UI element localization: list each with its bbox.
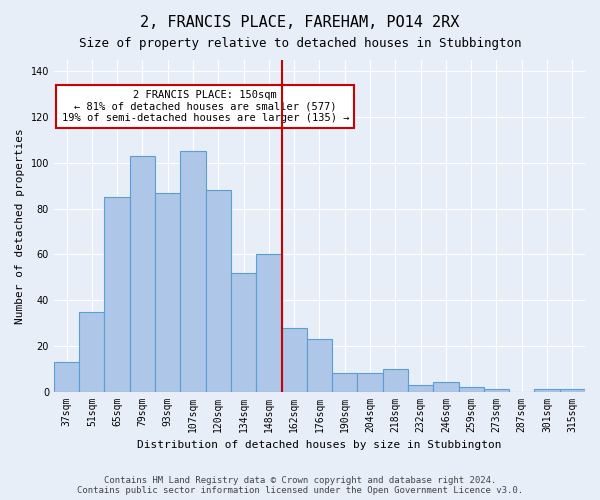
Bar xyxy=(484,390,509,392)
Bar xyxy=(104,197,130,392)
Bar xyxy=(458,387,484,392)
Bar xyxy=(155,192,181,392)
Y-axis label: Number of detached properties: Number of detached properties xyxy=(15,128,25,324)
Bar xyxy=(181,152,206,392)
Bar xyxy=(206,190,231,392)
Text: Size of property relative to detached houses in Stubbington: Size of property relative to detached ho… xyxy=(79,38,521,51)
Bar xyxy=(332,374,358,392)
Bar xyxy=(130,156,155,392)
Bar xyxy=(231,272,256,392)
Bar xyxy=(383,368,408,392)
Bar xyxy=(560,390,585,392)
Bar xyxy=(307,339,332,392)
Bar xyxy=(281,328,307,392)
Text: 2 FRANCIS PLACE: 150sqm
← 81% of detached houses are smaller (577)
19% of semi-d: 2 FRANCIS PLACE: 150sqm ← 81% of detache… xyxy=(62,90,349,123)
X-axis label: Distribution of detached houses by size in Stubbington: Distribution of detached houses by size … xyxy=(137,440,502,450)
Bar xyxy=(535,390,560,392)
Bar xyxy=(54,362,79,392)
Bar xyxy=(433,382,458,392)
Bar xyxy=(79,312,104,392)
Bar xyxy=(408,384,433,392)
Text: 2, FRANCIS PLACE, FAREHAM, PO14 2RX: 2, FRANCIS PLACE, FAREHAM, PO14 2RX xyxy=(140,15,460,30)
Text: Contains HM Land Registry data © Crown copyright and database right 2024.
Contai: Contains HM Land Registry data © Crown c… xyxy=(77,476,523,495)
Bar xyxy=(256,254,281,392)
Bar xyxy=(358,374,383,392)
